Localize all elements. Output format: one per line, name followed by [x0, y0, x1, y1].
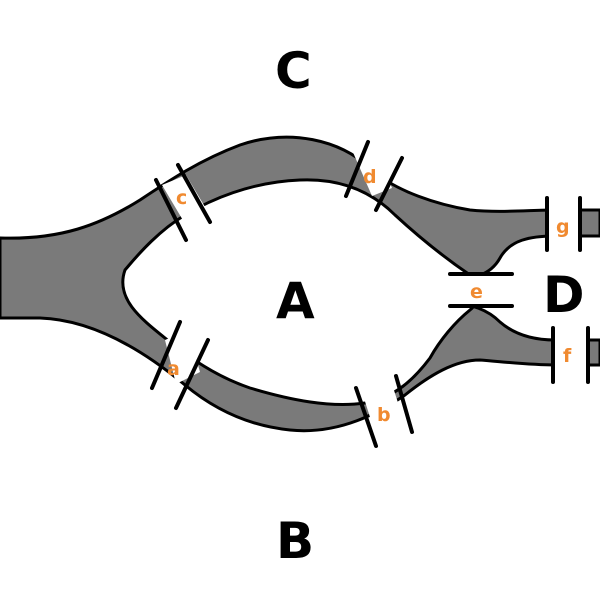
bridge-g-label: g	[556, 216, 570, 238]
bridge-c-rail-left	[154, 178, 188, 242]
bridge-b-deck	[362, 384, 406, 436]
bridge-f-label: f	[563, 345, 572, 367]
bridge-b-rail-right	[394, 374, 414, 434]
bridge-g[interactable]: g	[545, 196, 582, 252]
bridge-d-rail-left	[344, 140, 370, 198]
bridge-a[interactable]: a	[150, 320, 210, 410]
bridge-g-deck	[548, 204, 578, 242]
region-d-label: D	[543, 266, 585, 324]
bridge-c-rail-right	[176, 163, 212, 224]
bridge-e[interactable]: e	[448, 272, 514, 308]
bridge-f-deck	[554, 334, 586, 372]
bridge-f[interactable]: f	[551, 326, 590, 384]
bridge-c-deck	[162, 175, 208, 222]
region-a-label: A	[276, 272, 315, 330]
bridge-c[interactable]: c	[154, 163, 212, 242]
bridge-c-label: c	[176, 187, 187, 209]
bridge-b[interactable]: b	[354, 374, 414, 448]
bridge-d[interactable]: d	[344, 140, 404, 212]
bridge-a-deck	[165, 330, 200, 384]
region-c-label: C	[275, 42, 312, 100]
bridge-d-rail-right	[374, 156, 404, 212]
bridge-a-label: a	[167, 358, 180, 380]
bridge-d-label: d	[363, 166, 377, 188]
bridge-e-deck	[450, 276, 512, 306]
bridge-b-label: b	[377, 404, 391, 426]
bridge-b-rail-left	[354, 386, 378, 448]
bridge-a-rail-left	[150, 320, 182, 390]
bridge-a-rail-right	[174, 338, 210, 410]
bridge-e-label: e	[470, 281, 483, 303]
region-b-label: B	[276, 512, 314, 570]
